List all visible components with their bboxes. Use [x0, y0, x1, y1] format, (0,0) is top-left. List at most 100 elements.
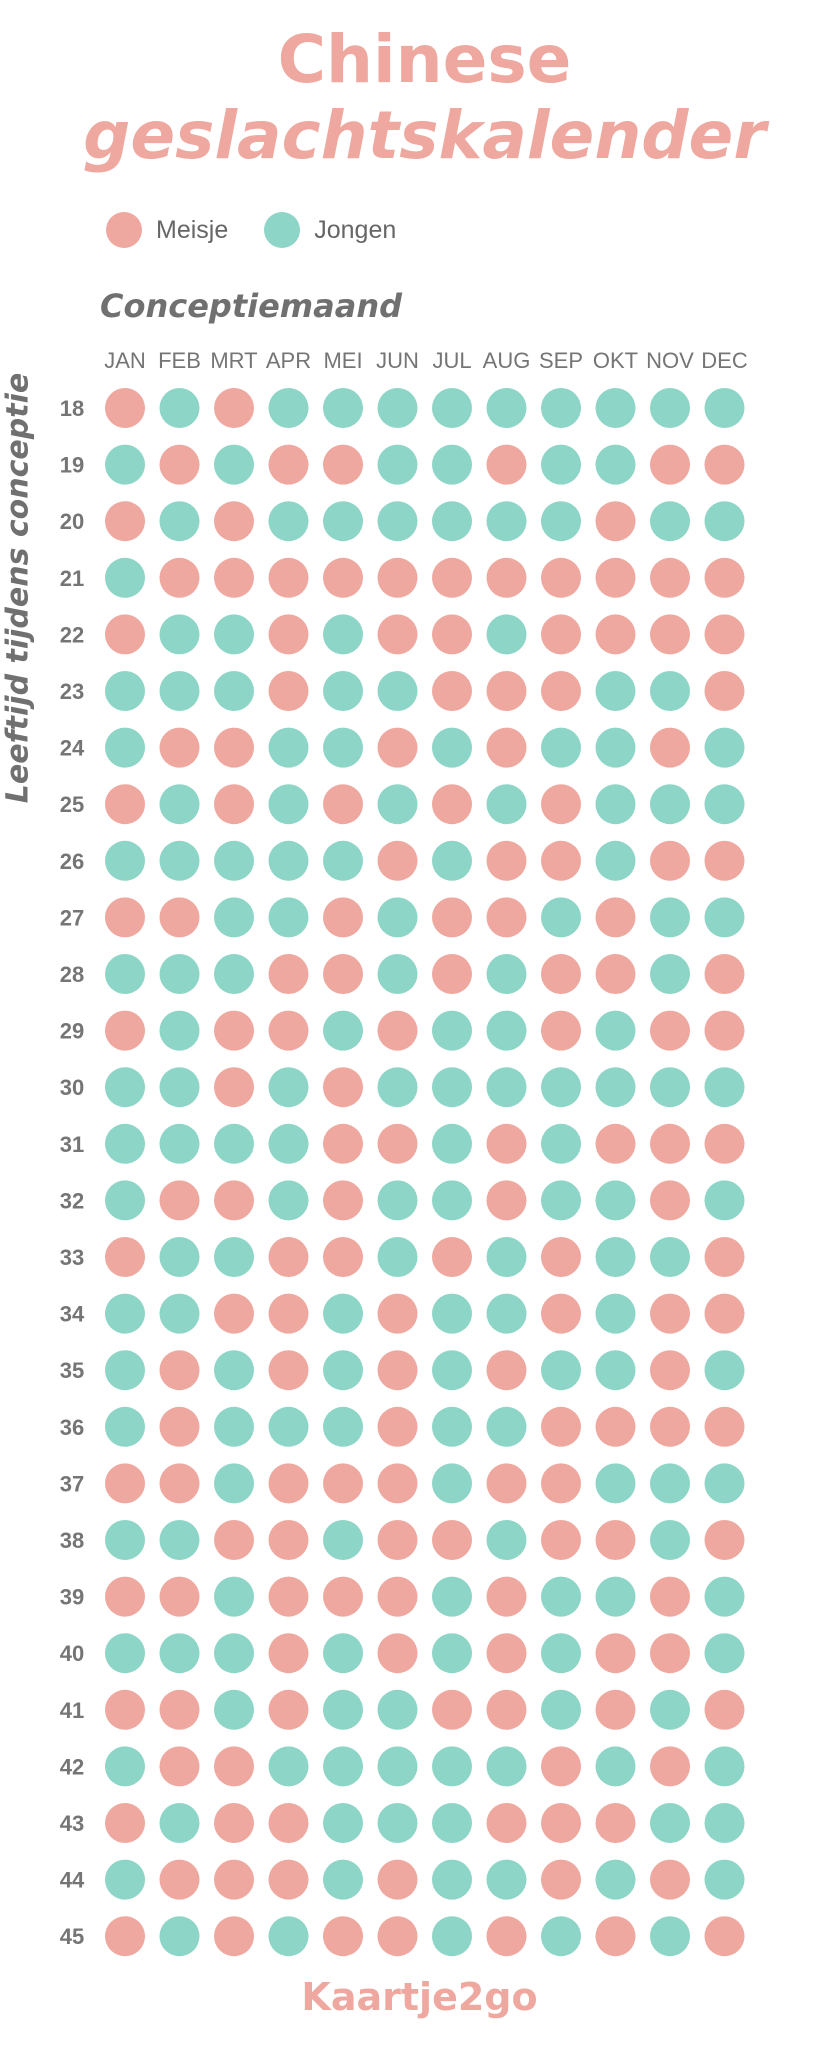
cell-31-aug-meisje — [486, 1123, 527, 1164]
age-label-37: 37 — [60, 1471, 84, 1496]
cell-45-dec-meisje — [704, 1916, 745, 1957]
cell-42-feb-meisje — [159, 1746, 200, 1787]
cell-41-dec-meisje — [704, 1689, 745, 1730]
cell-28-jul-meisje — [432, 954, 472, 994]
cell-40-mrt-jongen — [214, 1633, 254, 1674]
cell-35-jul-jongen — [432, 1350, 472, 1391]
cell-34-aug-jongen — [486, 1293, 527, 1334]
cell-35-jun-meisje — [377, 1350, 418, 1391]
cell-32-nov-meisje — [650, 1180, 690, 1221]
cell-43-sep-meisje — [541, 1803, 581, 1843]
cell-37-aug-meisje — [486, 1463, 527, 1504]
cell-40-jan-jongen — [105, 1633, 145, 1674]
cell-26-apr-jongen — [268, 840, 309, 881]
cell-43-jun-jongen — [377, 1803, 418, 1843]
cell-20-sep-jongen — [541, 501, 581, 542]
cell-38-jan-jongen — [105, 1520, 145, 1560]
cell-24-mrt-meisje — [214, 727, 254, 768]
cell-28-mrt-jongen — [214, 954, 254, 994]
cell-35-aug-meisje — [486, 1350, 527, 1391]
month-label-nov: NOV — [646, 348, 694, 373]
cell-22-okt-meisje — [595, 614, 636, 655]
cell-22-jul-meisje — [432, 614, 472, 655]
cell-21-mei-meisje — [323, 557, 363, 598]
cell-45-mei-meisje — [323, 1916, 363, 1957]
cell-19-okt-jongen — [595, 444, 636, 485]
cell-44-nov-meisje — [650, 1859, 690, 1900]
age-label-41: 41 — [60, 1698, 84, 1723]
cell-39-feb-meisje — [159, 1576, 200, 1617]
cell-31-feb-jongen — [159, 1123, 200, 1164]
calendar-grid: JAN FEB MRT APR MEI JUN JUL AUG SEP OKT NOV DEC 18 19… — [60, 348, 748, 1957]
cell-21-nov-meisje — [650, 557, 690, 598]
cell-28-aug-jongen — [486, 954, 527, 994]
cell-44-mei-jongen — [323, 1859, 363, 1900]
cell-34-nov-meisje — [650, 1293, 690, 1334]
cell-35-jan-jongen — [105, 1350, 145, 1391]
cell-28-jun-jongen — [377, 954, 418, 994]
cell-42-mei-jongen — [323, 1746, 363, 1787]
cell-42-nov-meisje — [650, 1746, 690, 1787]
cell-24-jun-meisje — [377, 727, 418, 768]
cell-39-dec-jongen — [704, 1576, 745, 1617]
cell-36-jun-meisje — [377, 1406, 418, 1447]
cell-21-aug-meisje — [486, 557, 527, 598]
cell-41-aug-meisje — [486, 1689, 527, 1730]
cell-33-jun-jongen — [377, 1237, 418, 1277]
cell-39-jun-meisje — [377, 1576, 418, 1617]
age-label-44: 44 — [60, 1868, 85, 1893]
cell-20-jun-jongen — [377, 501, 418, 542]
age-label-31: 31 — [60, 1132, 84, 1157]
cell-31-sep-jongen — [541, 1123, 581, 1164]
cell-33-okt-jongen — [595, 1237, 636, 1277]
cell-36-jul-jongen — [432, 1406, 472, 1447]
legend-swatch-boy — [264, 212, 301, 248]
cell-22-mrt-jongen — [214, 614, 254, 655]
cell-40-apr-meisje — [268, 1633, 309, 1674]
title-line-2: geslachtskalender — [83, 97, 766, 174]
cell-18-apr-jongen — [268, 388, 309, 428]
age-label-34: 34 — [60, 1302, 85, 1327]
cell-32-apr-jongen — [268, 1180, 309, 1221]
cell-28-dec-meisje — [704, 954, 745, 994]
cell-22-mei-jongen — [323, 614, 363, 655]
cell-24-sep-jongen — [541, 727, 581, 768]
cell-24-okt-jongen — [595, 727, 636, 768]
cell-39-okt-jongen — [595, 1576, 636, 1617]
cell-34-jun-meisje — [377, 1293, 418, 1334]
cell-18-nov-jongen — [650, 388, 690, 428]
cell-43-nov-jongen — [650, 1803, 690, 1843]
age-label-38: 38 — [60, 1528, 84, 1553]
cell-34-jan-jongen — [105, 1293, 145, 1334]
cell-22-aug-jongen — [486, 614, 527, 655]
cell-29-sep-meisje — [541, 1010, 581, 1051]
cell-23-feb-jongen — [159, 671, 200, 711]
cell-33-feb-jongen — [159, 1237, 200, 1277]
cell-26-jan-jongen — [105, 840, 145, 881]
month-label-feb: FEB — [158, 348, 201, 373]
cell-29-jul-jongen — [432, 1010, 472, 1051]
cell-19-nov-meisje — [650, 444, 690, 485]
cell-24-jan-jongen — [105, 727, 145, 768]
cell-44-jun-meisje — [377, 1859, 418, 1900]
cell-37-feb-meisje — [159, 1463, 200, 1504]
cell-30-jul-jongen — [432, 1067, 472, 1108]
cell-22-dec-meisje — [704, 614, 745, 655]
cell-23-okt-jongen — [595, 671, 636, 711]
cell-39-aug-meisje — [486, 1576, 527, 1617]
cell-27-dec-jongen — [704, 897, 745, 938]
cell-29-mei-jongen — [323, 1010, 363, 1051]
cell-23-aug-meisje — [486, 671, 527, 711]
age-label-23: 23 — [60, 679, 84, 704]
cell-18-feb-jongen — [159, 388, 200, 428]
cell-33-aug-jongen — [486, 1237, 527, 1277]
cell-22-sep-meisje — [541, 614, 581, 655]
cell-38-sep-meisje — [541, 1520, 581, 1560]
cell-23-jan-jongen — [105, 671, 145, 711]
cell-43-apr-meisje — [268, 1803, 309, 1843]
legend-item-boy: Jongen — [264, 212, 396, 248]
cell-23-jun-jongen — [377, 671, 418, 711]
cell-25-aug-jongen — [486, 784, 527, 825]
cell-42-aug-jongen — [486, 1746, 527, 1787]
cell-34-jul-jongen — [432, 1293, 472, 1334]
